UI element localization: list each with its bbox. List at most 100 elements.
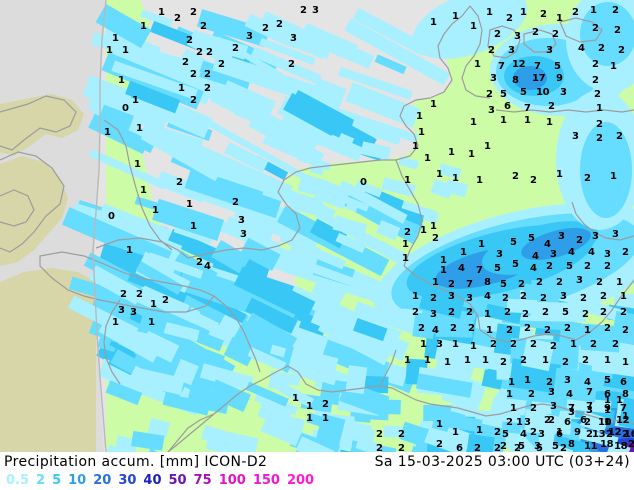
gridpoint-value: 1 <box>132 95 139 106</box>
gridpoint-value: 1 <box>476 175 483 186</box>
gridpoint-value: 2 <box>506 417 513 428</box>
gridpoint-value: 2 <box>520 355 527 366</box>
gridpoint-value: 6 <box>564 417 571 428</box>
precip-streak <box>259 37 316 66</box>
gridpoint-value: 5 <box>566 261 573 272</box>
precip-streak <box>269 344 287 358</box>
gridpoint-value: 2 <box>614 25 621 36</box>
gridpoint-value: 5 <box>528 233 535 244</box>
legend-tick-200: 200 <box>286 472 315 488</box>
gridpoint-value: 1 <box>484 309 491 320</box>
gridpoint-value: 1 <box>186 199 193 210</box>
gridpoint-value: 2 <box>204 69 211 80</box>
gridpoint-value: 1 <box>306 401 313 412</box>
gridpoint-value: 5 <box>552 441 559 452</box>
gridpoint-value: 7 <box>476 265 483 276</box>
gridpoint-value: 8 <box>622 389 629 400</box>
gridpoint-value: 2 <box>412 307 419 318</box>
precip-streak <box>434 336 493 370</box>
gridpoint-value: 2 <box>512 171 519 182</box>
gridpoint-value: 1 <box>604 417 611 428</box>
gridpoint-value: 2 <box>572 7 579 18</box>
precip-streak <box>446 414 483 433</box>
precip-streak <box>128 365 155 389</box>
gridpoint-value: 0 <box>122 103 129 114</box>
precip-streak <box>82 75 149 117</box>
gridpoint-value: 2 <box>232 197 239 208</box>
gridpoint-value: 1 <box>542 355 549 366</box>
gridpoint-value: 5 <box>562 307 569 318</box>
gridpoint-value: 3 <box>118 305 125 316</box>
legend-tick-50: 50 <box>168 472 187 488</box>
gridpoint-value: 1 <box>460 247 467 258</box>
gridpoint-value: 3 <box>546 45 553 56</box>
precip-streak <box>134 196 172 215</box>
gridpoint-value: 1 <box>452 11 459 22</box>
gridpoint-value: 18 <box>600 439 614 450</box>
gridpoint-value: 2 <box>546 377 553 388</box>
precip-streak <box>580 410 609 434</box>
gridpoint-value: 1 <box>112 317 119 328</box>
gridpoint-value: 2 <box>204 83 211 94</box>
precip-streak <box>551 341 580 370</box>
gridpoint-value: 1 <box>520 7 527 18</box>
gridpoint-value: 2 <box>486 89 493 100</box>
gridpoint-value: 1 <box>436 419 443 430</box>
precip-streak <box>140 9 173 27</box>
precip-streak <box>383 363 408 387</box>
precip-streak <box>381 177 416 197</box>
precip-streak <box>172 358 199 386</box>
precip-streak <box>355 437 383 452</box>
gridpoint-value: 2 <box>584 417 591 428</box>
gridpoint-value: 9 <box>574 427 581 438</box>
gridpoint-value: 5 <box>500 279 507 290</box>
gridpoint-value: 3 <box>558 231 565 242</box>
gridpoint-value: 1 <box>622 411 629 422</box>
gridpoint-value: 1 <box>452 427 459 438</box>
gridpoint-value: 2 <box>544 415 551 426</box>
gridpoint-value: 2 <box>600 291 607 302</box>
precip-streak <box>374 54 407 75</box>
gridpoint-value: 2 <box>620 307 627 318</box>
gridpoint-value: 1 <box>440 255 447 266</box>
gridpoint-value: 2 <box>218 59 225 70</box>
gridpoint-value: 1 <box>140 185 147 196</box>
precip-streak <box>244 13 291 45</box>
precip-streak <box>231 319 300 374</box>
gridpoint-value: 2 <box>524 323 531 334</box>
gridpoint-value: 1 <box>470 117 477 128</box>
precip-streak <box>201 425 245 451</box>
color-scale-legend[interactable]: 0.5 2 5 10 20 30 40 50 75 100 150 200 <box>6 472 314 488</box>
gridpoint-value: 2 <box>522 309 529 320</box>
gridpoint-value: 8 <box>512 75 519 86</box>
gridpoint-value: 2 <box>376 443 383 453</box>
gridpoint-value: 1 <box>452 173 459 184</box>
gridpoint-value: 1 <box>476 425 483 436</box>
gridpoint-value: 3 <box>514 31 521 42</box>
gridpoint-value: 5 <box>536 443 543 453</box>
gridpoint-value: 1 <box>596 103 603 114</box>
precip-streak <box>350 116 403 146</box>
precip-streak <box>336 133 355 150</box>
precip-streak <box>506 298 538 314</box>
gridpoint-value: 1 <box>484 141 491 152</box>
gridpoint-value: 1 <box>506 389 513 400</box>
coastline-border-layer <box>0 0 634 452</box>
precip-streak <box>306 412 324 427</box>
precip-streak <box>245 297 298 334</box>
gridpoint-value: 1 <box>468 149 475 160</box>
gridpoint-value: 1 <box>470 341 477 352</box>
gridpoint-value: 2 <box>596 119 603 130</box>
gridpoint-value: 2 <box>556 277 563 288</box>
precip-streak <box>415 373 473 398</box>
precip-streak <box>345 199 359 213</box>
gridpoint-value: 2 <box>474 443 481 453</box>
precip-streak <box>112 45 177 79</box>
precip-streak <box>301 22 358 57</box>
precip-streak <box>419 288 465 319</box>
gridpoint-value: 2 <box>500 441 507 452</box>
gridpoint-value: 1 <box>604 355 611 366</box>
gridpoint-value: 1 <box>322 413 329 424</box>
